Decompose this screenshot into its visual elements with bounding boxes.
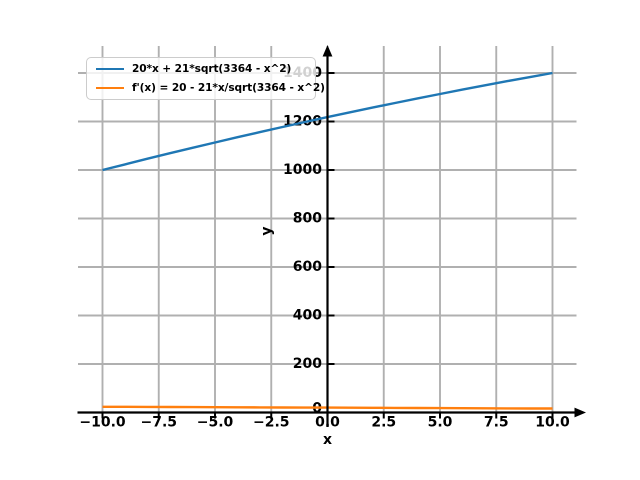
y-tick-label: 200 (293, 356, 322, 372)
y-tick-label: 1000 (283, 162, 322, 178)
axes-layer (77, 45, 586, 427)
x-tick-label: −10.0 (79, 415, 126, 431)
legend-row: 20*x + 21*sqrt(3364 - x^2) (87, 60, 315, 79)
y-tick-label: 600 (293, 259, 322, 275)
y-axis-arrow-icon (322, 45, 333, 57)
legend: 20*x + 21*sqrt(3364 - x^2) f'(x) = 20 - … (86, 57, 325, 100)
legend-line-sample-blue (96, 67, 124, 71)
x-tick-label: −2.5 (253, 415, 290, 431)
y-tick-label: 800 (293, 211, 322, 227)
y-tick-label: 400 (293, 308, 322, 324)
x-tick-label: 2.5 (371, 415, 396, 431)
x-axis-arrow-icon (574, 407, 586, 418)
x-tick-label: 7.5 (484, 415, 509, 431)
y-axis-label: y (259, 226, 275, 235)
legend-row: f'(x) = 20 - 21*x/sqrt(3364 - x^2) (87, 79, 325, 98)
x-tick-label: 5.0 (428, 415, 453, 431)
x-tick-label: 10.0 (535, 415, 570, 431)
legend-line-sample-orange (96, 86, 124, 90)
legend-label-function: 20*x + 21*sqrt(3364 - x^2) (132, 63, 292, 75)
x-tick-label: −7.5 (140, 415, 177, 431)
legend-label-derivative: f'(x) = 20 - 21*x/sqrt(3364 - x^2) (132, 82, 325, 94)
x-tick-label: −5.0 (197, 415, 234, 431)
x-axis-label: x (323, 432, 332, 448)
